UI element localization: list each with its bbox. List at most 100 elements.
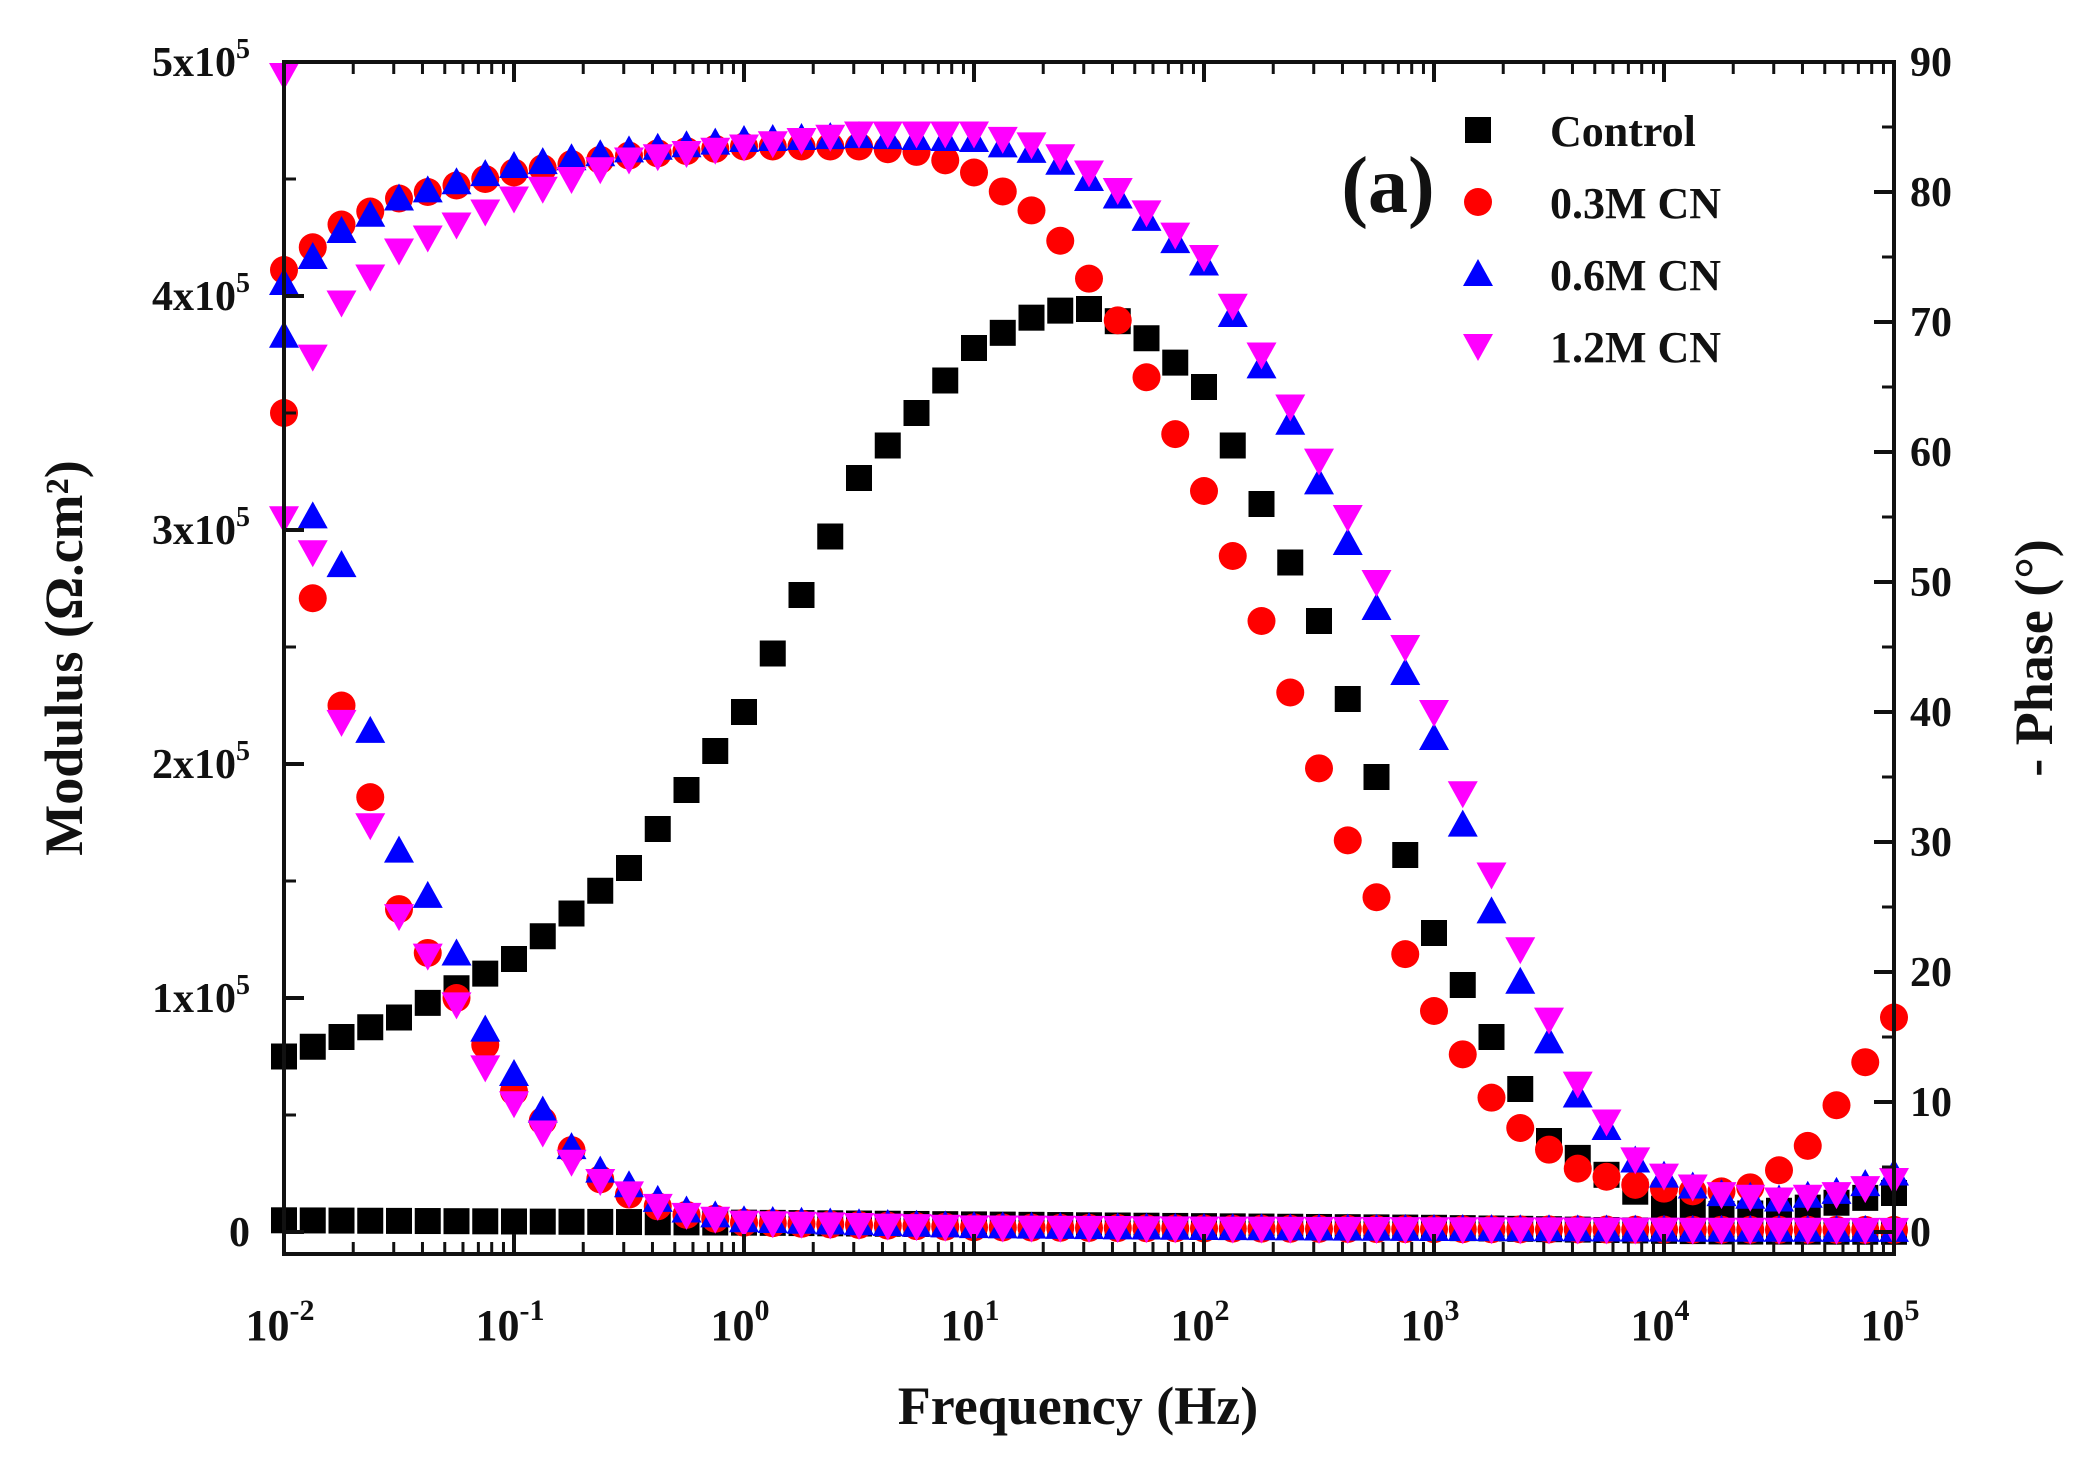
phase-point-control [1133,325,1160,352]
phase-point-0-3m-cn [1506,1114,1535,1142]
modulus-point-1-2m-cn [1562,1217,1593,1245]
modulus-point-1-2m-cn [1102,1216,1133,1244]
modulus-point-1-2m-cn [412,943,443,971]
phase-point-0-6m-cn [441,167,472,195]
modulus-point-1-2m-cn [729,1210,759,1238]
modulus-point-1-2m-cn [527,1120,558,1148]
modulus-point-1-2m-cn [1476,1217,1507,1245]
modulus-point-1-2m-cn [1735,1217,1766,1245]
legend-label-0-6m-cn: 0.6M CN [1550,251,1721,300]
phase-point-1-2m-cn [1591,1109,1622,1137]
phase-point-1-2m-cn [1764,1187,1794,1215]
modulus-point-0-6m-cn [412,880,443,908]
modulus-point-1-2m-cn [1591,1217,1622,1245]
axes: 10-2 10-1 100 101 102 103 104 10501x1052x1053x1… [152,34,1952,1350]
phase-point-1-2m-cn [326,290,357,318]
phase-point-0-3m-cn [1333,826,1362,855]
phase-point-1-2m-cn [729,134,759,162]
phase-point-control [472,960,499,987]
phase-point-control [328,1024,355,1050]
phase-point-1-2m-cn [1332,505,1363,532]
modulus-point-1-2m-cn [1045,1215,1076,1243]
phase-point-1-2m-cn [1189,245,1219,272]
y-left-tick-label: 5x105 [152,34,250,86]
phase-point-1-2m-cn [355,264,386,292]
phase-point-0-3m-cn [1075,264,1103,293]
phase-point-control [414,989,441,1016]
modulus-point-control [529,1208,556,1235]
y-right-tick-label: 60 [1910,430,1952,476]
modulus-point-1-2m-cn [1620,1217,1651,1245]
phase-point-0-6m-cn [1476,896,1507,924]
legend-marker-control [1465,117,1491,143]
phase-point-0-6m-cn [1505,966,1536,994]
phase-point-0-6m-cn [1419,723,1449,750]
phase-point-1-2m-cn [1821,1182,1852,1210]
phase-point-0-6m-cn [1534,1026,1564,1054]
phase-point-0-3m-cn [1276,678,1305,707]
modulus-point-control [357,1207,384,1234]
modulus-point-0-6m-cn [355,715,386,743]
phase-point-1-2m-cn [757,131,788,159]
phase-point-1-2m-cn [441,212,472,240]
y-right-tick-label: 10 [1910,1080,1952,1126]
phase-point-1-2m-cn [1534,1007,1564,1035]
modulus-point-control [472,1208,499,1235]
modulus-point-1-2m-cn [930,1214,961,1242]
phase-point-control [299,1033,326,1060]
modulus-point-control [414,1208,441,1235]
phase-point-1-2m-cn [1620,1147,1651,1175]
phase-point-control [1248,491,1275,517]
phase-point-1-2m-cn [1304,448,1334,476]
modulus-point-1-2m-cn [1505,1217,1536,1245]
phase-point-0-3m-cn [1563,1154,1592,1183]
phase-point-control [1392,842,1419,868]
phase-point-0-3m-cn [1305,754,1333,783]
phase-point-0-3m-cn [1851,1048,1880,1077]
modulus-point-1-2m-cn [1821,1217,1852,1245]
modulus-point-1-2m-cn [470,1055,501,1083]
phase-point-0-6m-cn [1304,467,1334,495]
y-right-tick-label: 70 [1910,300,1952,346]
modulus-point-1-2m-cn [844,1212,874,1240]
phase-point-0-3m-cn [1793,1131,1822,1160]
modulus-point-1-2m-cn [1850,1217,1881,1245]
phase-point-0-3m-cn [1448,1040,1477,1069]
phase-point-0-3m-cn [1822,1091,1851,1120]
phase-point-control [386,1004,412,1031]
phase-point-0-6m-cn [1361,593,1392,620]
modulus-point-1-2m-cn [1390,1217,1421,1245]
phase-point-control [702,738,729,764]
modulus-point-1-2m-cn [959,1215,989,1243]
phase-point-1-2m-cn [1850,1176,1881,1204]
phase-point-1-2m-cn [1160,222,1191,250]
legend-label-0-3m-cn: 0.3M CN [1550,179,1721,228]
modulus-point-1-2m-cn [1447,1217,1478,1245]
phase-point-control [1076,296,1102,322]
phase-point-0-6m-cn [470,159,501,187]
phase-point-1-2m-cn [1131,200,1162,228]
phase-point-1-2m-cn [844,121,874,149]
phase-point-1-2m-cn [499,186,529,214]
x-tick-label: 103 [1401,1294,1460,1350]
y-right-tick-label: 40 [1910,690,1952,736]
phase-point-0-3m-cn [1420,997,1448,1025]
phase-point-1-2m-cn [930,121,961,149]
phase-point-1-2m-cn [1562,1071,1593,1099]
phase-point-1-2m-cn [1649,1163,1679,1191]
phase-point-control [616,855,642,881]
phase-point-control [989,319,1016,346]
phase-point-0-3m-cn [1391,940,1420,969]
phase-point-control [817,523,844,550]
phase-point-1-2m-cn [384,238,414,266]
modulus-point-1-2m-cn [1074,1215,1104,1243]
phase-point-control [357,1014,384,1041]
modulus-point-1-2m-cn [326,709,357,737]
phase-point-control [1018,304,1045,331]
modulus-point-control [443,1208,470,1235]
modulus-point-1-2m-cn [1361,1217,1392,1245]
phase-point-1-2m-cn [1505,937,1536,965]
phase-point-control [1478,1024,1505,1050]
modulus-point-1-2m-cn [499,1091,529,1119]
phase-point-1-2m-cn [1447,781,1478,809]
